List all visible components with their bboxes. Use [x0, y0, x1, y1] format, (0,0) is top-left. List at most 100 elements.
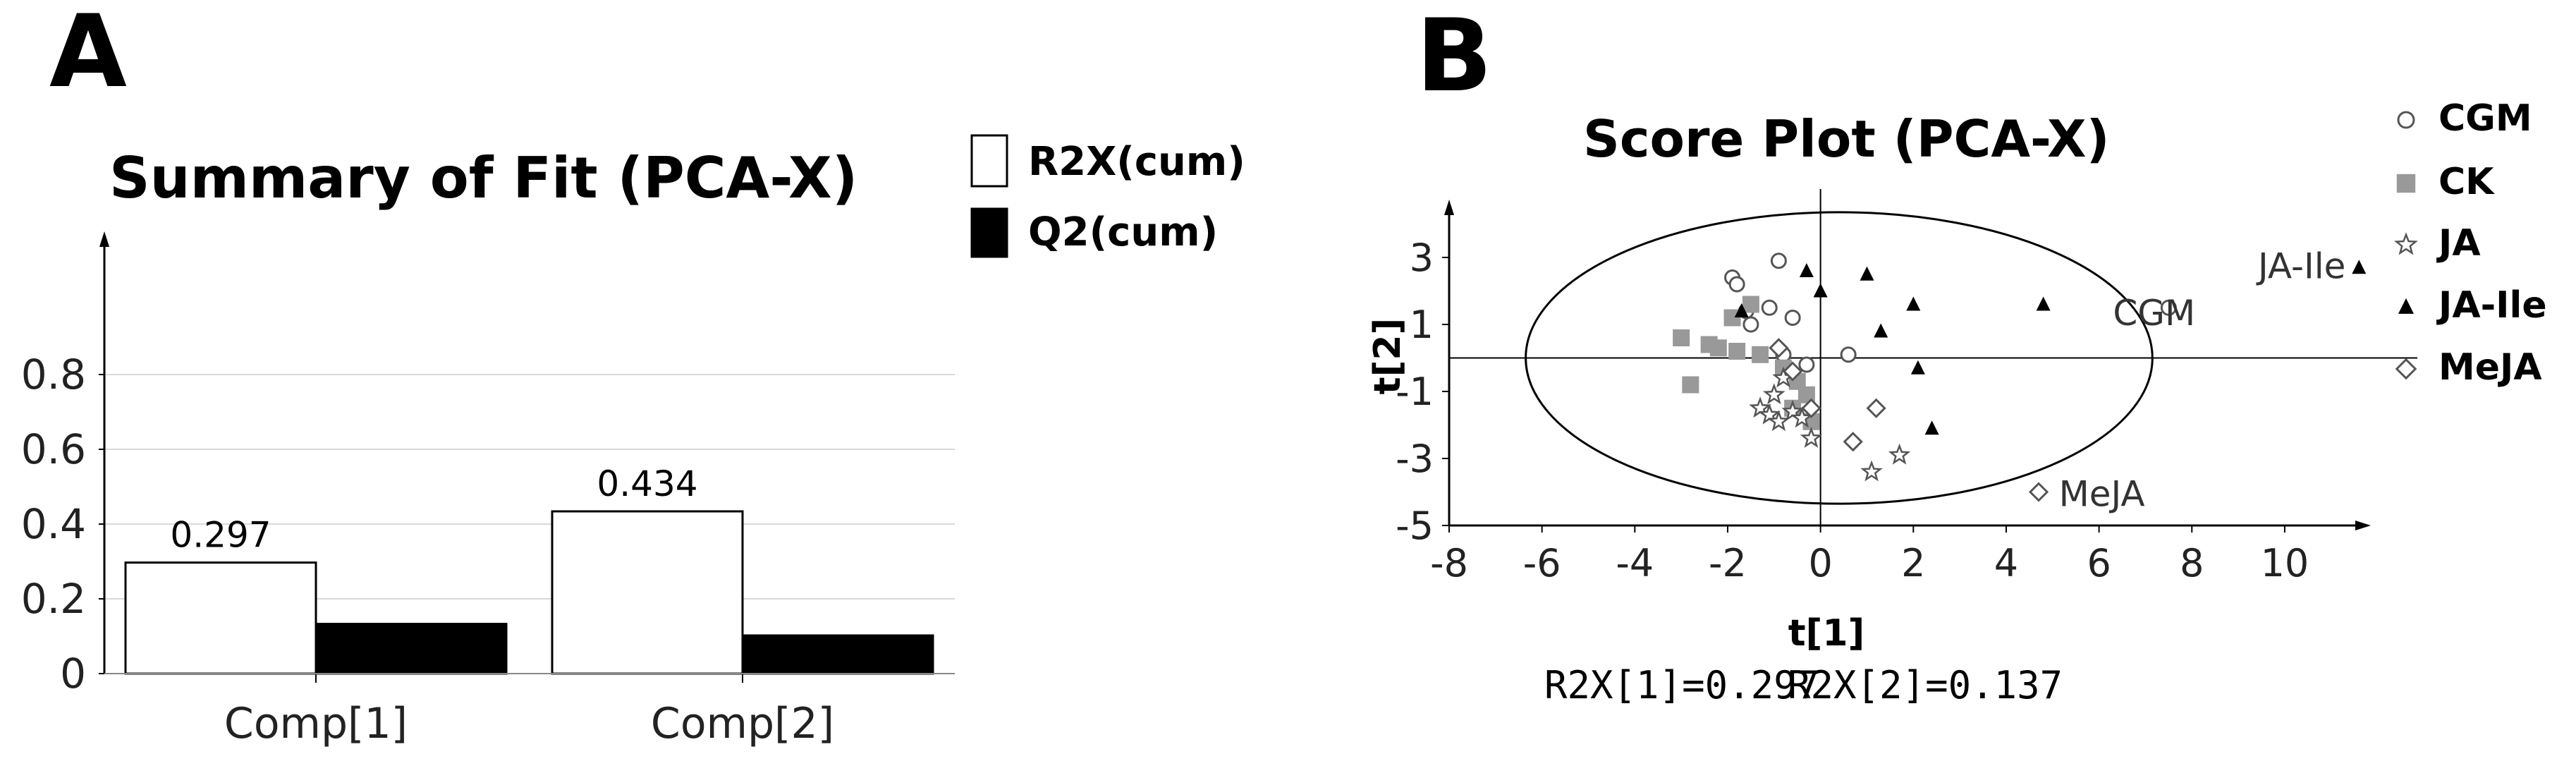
point-ja-ile [1874, 323, 1888, 338]
chart-b-points [1673, 253, 2367, 502]
point-meja [1801, 398, 1821, 418]
chart-a-category-labels: Comp[1] Comp[2] [224, 674, 834, 748]
chart-b-annotations: JA-Ile CGM MeJA [2059, 246, 2346, 515]
point-ja [1860, 460, 1883, 482]
legend-marker-cgm [2397, 111, 2415, 129]
point-meja [2028, 482, 2049, 502]
chart-b-x-ticks: -8 -6 -4 -2 0 2 4 6 8 10 [1430, 525, 2309, 585]
chart-b-y-ticks: 3 1 -1 -3 -5 [1396, 236, 1449, 548]
point-meja [1783, 361, 1803, 382]
point-ja-ile [1813, 283, 1828, 298]
point-ja-ile [1799, 263, 1814, 277]
chart-a-data-labels: 0.297 0.434 [170, 463, 697, 556]
y-tick-label: 0.2 [21, 575, 86, 623]
legend-label-ck: CK [2438, 161, 2495, 203]
point-ja-ile [1734, 303, 1749, 317]
point-ja-ile [1906, 296, 1921, 311]
point-ck [1709, 339, 1727, 357]
annotation-ja-ile: JA-Ile [2256, 246, 2345, 287]
point-ck [1742, 296, 1759, 313]
y-tick-label: 1 [1410, 303, 1434, 347]
x-tick-label: -6 [1523, 541, 1561, 585]
point-meja [1843, 432, 1863, 452]
point-cgm [1798, 356, 1815, 373]
point-cgm [2160, 299, 2177, 316]
annotation-meja: MeJA [2059, 474, 2145, 515]
bar-r2x-cum-comp-2 [551, 510, 744, 675]
annotation-cgm: CGM [2113, 293, 2195, 334]
point-meja [1769, 338, 1789, 358]
y-tick-label: 0.6 [21, 425, 86, 473]
point-ja [1888, 443, 1911, 465]
x-tick-label: Comp[1] [224, 699, 408, 748]
y-tick-label: 3 [1410, 236, 1434, 280]
bar-q2-cum-comp-2 [741, 634, 934, 675]
x-tick-label: 0 [1808, 541, 1832, 585]
chart-a-y-ticks: 0 0.2 0.4 0.6 0.8 [21, 351, 104, 698]
panel-letter-b: B [1416, 0, 1492, 114]
legend-marker-ck [2396, 174, 2416, 193]
point-cgm [1784, 310, 1801, 326]
x-tick-label: 6 [2087, 541, 2111, 585]
point-ja-ile [2036, 296, 2051, 311]
point-ja [1767, 410, 1790, 432]
chart-a-y-axis-arrow [99, 231, 109, 247]
legend-label-meja: MeJA [2438, 346, 2542, 389]
point-cgm [1840, 346, 1857, 363]
point-ck [1673, 329, 1690, 346]
point-ja-ile [1924, 420, 1939, 435]
point-cgm [1728, 276, 1745, 293]
x-tick-label: 8 [2180, 541, 2204, 585]
chart-a-gridlines [104, 374, 955, 600]
chart-a-legend: R2X(cum) Q2(cum) [970, 134, 1245, 258]
point-ja-ile [2352, 260, 2367, 274]
y-tick-label: 0.4 [21, 500, 86, 548]
x-tick-label: -8 [1430, 541, 1468, 585]
x-tick-label: -2 [1709, 541, 1747, 585]
chart-a-bars [124, 510, 934, 675]
chart-b-legend: CGM CK JA JA-Ile MeJA [2394, 97, 2547, 389]
legend-swatch-r2x [970, 134, 1008, 188]
legend-marker-ja-ile [2398, 298, 2414, 314]
panel-letter-a: A [49, 0, 127, 110]
chart-b-footer-r2x2: R2X[2]=0.137 [1788, 663, 2063, 707]
legend-label-cgm: CGM [2438, 97, 2532, 140]
y-axis-arrow [1444, 200, 1454, 215]
legend-swatch-q2 [970, 207, 1008, 258]
legend-label-ja: JA [2436, 222, 2481, 265]
x-tick-label: Comp[2] [651, 699, 834, 748]
point-ja-ile [1860, 266, 1874, 281]
chart-b-axes [1444, 189, 2417, 530]
x-tick-label: 10 [2261, 541, 2309, 585]
point-ck [1682, 376, 1699, 394]
chart-b-title: Score Plot (PCA-X) [1583, 109, 2109, 169]
data-label: 0.434 [597, 463, 697, 504]
point-ck [1728, 343, 1746, 360]
chart-b-y-label: t[2] [1367, 318, 1409, 395]
point-cgm [1761, 299, 1778, 316]
x-axis-arrow [2355, 521, 2371, 530]
point-meja [1866, 398, 1886, 418]
y-tick-label: -1 [1396, 370, 1434, 414]
legend-marker-ja [2394, 232, 2418, 255]
chart-b-x-label: t[1] [1788, 612, 1865, 655]
chart-b-footer-r2x1: R2X[1]=0.297 [1544, 663, 1819, 707]
data-label: 0.297 [170, 515, 271, 556]
y-tick-label: 0.8 [21, 351, 86, 399]
x-tick-label: 2 [1901, 541, 1925, 585]
chart-b: Score Plot (PCA-X) -8 -6 -4 -2 0 2 4 6 8 10 3 1 -1 -… [1367, 97, 2547, 707]
point-ja [1800, 426, 1823, 448]
legend-label-q2: Q2(cum) [1028, 209, 1218, 255]
point-ja-ile [1910, 360, 1925, 375]
y-tick-label: -3 [1396, 437, 1434, 481]
bar-q2-cum-comp-1 [315, 623, 508, 675]
point-ck [1752, 346, 1769, 363]
point-ja [1762, 383, 1786, 405]
legend-label-r2x: R2X(cum) [1028, 139, 1245, 185]
x-tick-label: 4 [1994, 541, 2018, 585]
y-tick-label: -5 [1396, 504, 1434, 548]
chart-a: Summary of Fit (PCA-X) 0 0.2 0.4 0.6 0.8 0.2… [21, 134, 1245, 748]
y-tick-label: 0 [60, 650, 86, 698]
point-cgm [1770, 253, 1787, 269]
